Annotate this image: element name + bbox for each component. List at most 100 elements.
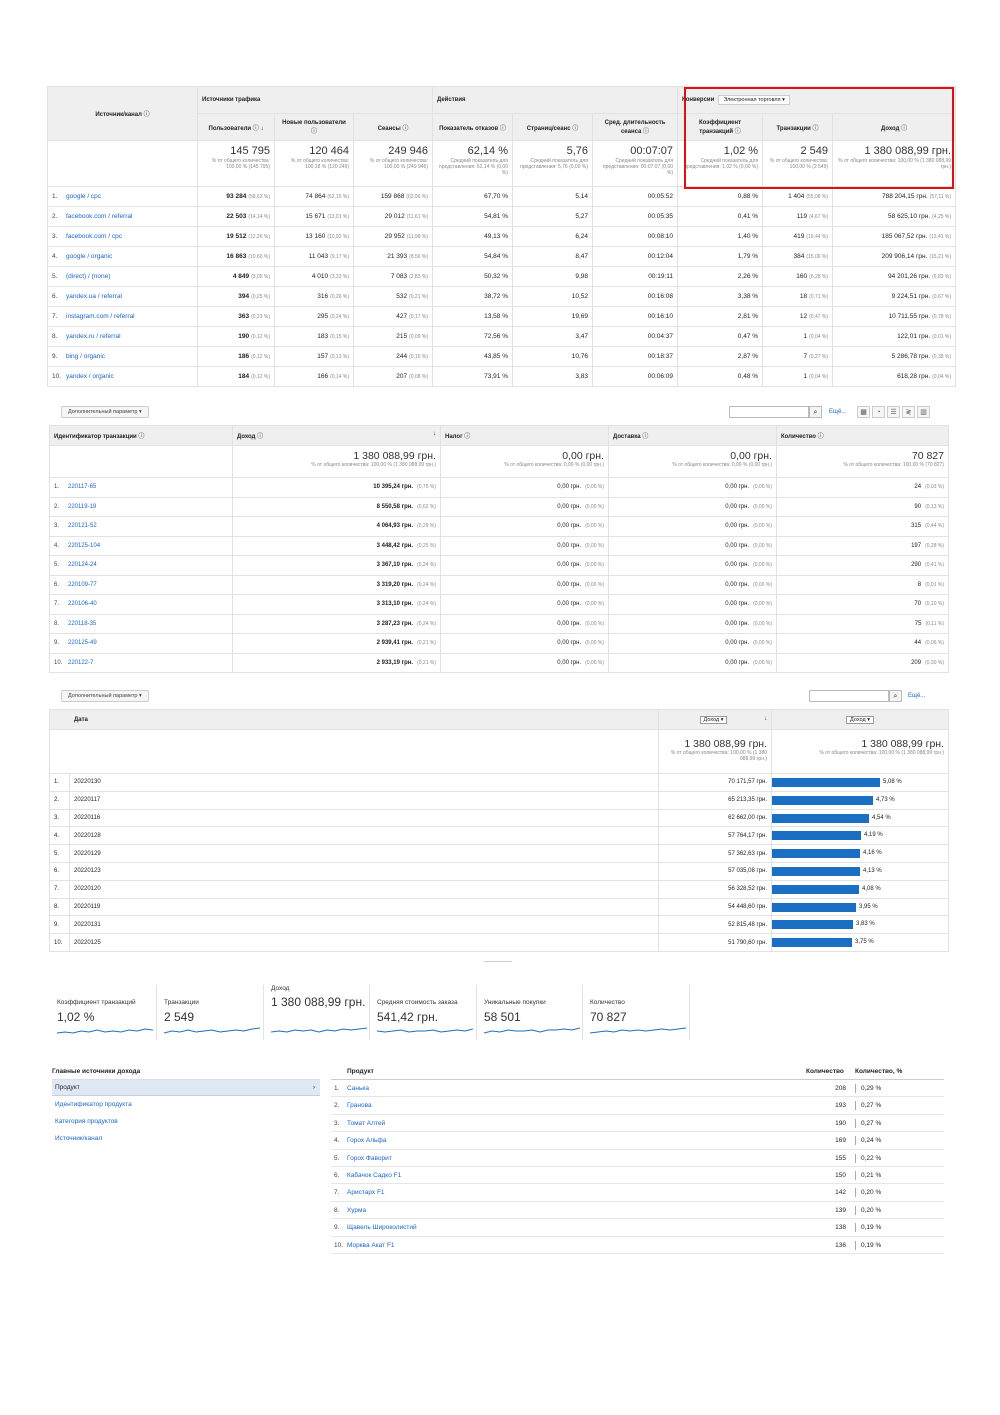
revenue-bar [772, 902, 857, 912]
search-icon[interactable]: ⌕ [809, 406, 822, 418]
col-conv-rate[interactable]: Коэффициент транзакций ⓘ [677, 113, 764, 141]
more-link[interactable]: Ещё... [829, 409, 847, 415]
pie-view-icon[interactable]: ◔ [872, 406, 885, 418]
col-quantity[interactable]: Количество [806, 1068, 844, 1075]
transaction-link[interactable]: 220124-24 [68, 562, 97, 569]
cell-value: 0,00 грн. [725, 659, 750, 666]
kpi-card[interactable]: Уникальные покупки 58 501 [484, 985, 583, 1040]
col-transactions[interactable]: Транзакции ⓘ [762, 113, 834, 141]
more-link[interactable]: Ещё... [908, 693, 926, 699]
search-input[interactable] [809, 690, 889, 702]
sources-item-product[interactable]: Продукт › [52, 1080, 320, 1096]
col-revenue[interactable]: Доход ⓘ [832, 113, 957, 141]
conversion-select[interactable]: Электронная торговля ▾ [718, 95, 790, 105]
cell-value: 0,00 грн. [725, 484, 750, 491]
pivot-view-icon[interactable]: ▥ [917, 406, 930, 418]
col-new-users[interactable]: Новые пользователи ⓘ [274, 113, 354, 141]
cell-pct: (0,08 %) [409, 374, 428, 380]
table-row: 7. 220106-40 3 313,10 грн. (0,24 %) 0,00 грн… [49, 594, 949, 615]
cell-value: 70 [914, 601, 922, 608]
product-link[interactable]: Горох Фаворит [347, 1154, 392, 1162]
bar-view-icon[interactable]: ☰ [887, 406, 900, 418]
cell-pct: (0,78 %) [932, 314, 952, 320]
transaction-link[interactable]: 220125-104 [68, 542, 101, 549]
sources-item-category[interactable]: Категория продуктов [55, 1118, 118, 1125]
kpi-label: Доход [271, 985, 290, 992]
transaction-link[interactable]: 220118-35 [68, 620, 97, 627]
col-date[interactable]: Дата [48, 709, 660, 730]
table-row: 6. yandex.ua / referral 394 (0,25 %) 316 (0,2… [47, 286, 957, 307]
kpi-card[interactable]: Доход 1 380 088,99 грн. [271, 985, 370, 1040]
kpi-card[interactable]: Коэффициент транзакций 1,02 % [57, 985, 157, 1040]
source-link[interactable]: yandex.ru / referral [66, 333, 121, 340]
transaction-link[interactable]: 220106-40 [68, 601, 97, 608]
product-link[interactable]: Аристарх F1 [347, 1189, 385, 1197]
transaction-link[interactable]: 220125-49 [68, 640, 97, 647]
source-link[interactable]: facebook.com / cpc [66, 233, 122, 240]
cell-value: 00:08:10 [647, 233, 674, 240]
col-duration[interactable]: Сред. длительность сеанса ⓘ [591, 113, 679, 141]
cell-value: 43,85 % [484, 353, 508, 360]
cell-value: 190 [238, 333, 250, 340]
row-index: 8. [52, 333, 58, 340]
product-link[interactable]: Горох Альфа [347, 1137, 387, 1145]
metric-select-1[interactable]: Доход ▾ ↓ [658, 709, 773, 730]
secondary-dimension-button[interactable]: Дополнительный параметр ▾ [61, 690, 149, 702]
transaction-link[interactable]: 220117-65 [68, 484, 97, 491]
kpi-card[interactable]: Количество 70 827 [590, 985, 690, 1040]
kpi-card[interactable]: Средняя стоимость заказа 541,42 грн. [377, 985, 477, 1040]
col-revenue[interactable]: Доход ⓘ ↓ [232, 425, 441, 446]
row-index: 1. [52, 193, 58, 200]
transaction-link[interactable]: 220119-19 [68, 503, 97, 510]
col-source-header[interactable]: Источник/канал ⓘ [47, 86, 198, 141]
source-link[interactable]: yandex / organic [66, 373, 114, 380]
product-link[interactable]: Щавель Широколистий [347, 1224, 417, 1232]
col-product[interactable]: Продукт [347, 1068, 374, 1075]
col-sessions[interactable]: Сеансы ⓘ [353, 113, 433, 141]
col-tax[interactable]: Налог ⓘ [440, 425, 609, 446]
col-shipping[interactable]: Доставка ⓘ [608, 425, 777, 446]
transaction-link[interactable]: 220109-77 [68, 581, 97, 588]
kpi-sparkline [271, 1027, 367, 1033]
transaction-link[interactable]: 220122-7 [68, 659, 94, 666]
product-link[interactable]: Санька [347, 1085, 369, 1092]
metric-select-2[interactable]: Доход ▾ [771, 709, 950, 730]
cell-pct: (0,00 %) [585, 581, 604, 588]
search-input[interactable] [729, 406, 809, 418]
source-link[interactable]: instagram.com / referral [66, 313, 135, 320]
kpi-card[interactable]: Транзакции 2 549 [164, 985, 264, 1040]
search-icon[interactable]: ⌕ [889, 690, 902, 702]
cell-pct: (0,00 %) [753, 503, 772, 510]
cell-value: 0,00 грн. [725, 523, 750, 530]
product-pct: 0,22 % [861, 1154, 882, 1162]
cell-pct: (11,61 %) [406, 214, 428, 220]
list-item: 10. Морква Акат F1 136 0,19 % [331, 1237, 944, 1254]
secondary-dimension-button[interactable]: Дополнительный параметр ▾ [61, 406, 149, 418]
source-link[interactable]: yandex.ua / referral [66, 293, 123, 300]
source-link[interactable]: google / organic [66, 253, 113, 260]
transaction-link[interactable]: 220121-52 [68, 523, 97, 530]
sources-item-product-id[interactable]: Идентификатор продукта [55, 1101, 132, 1108]
col-quantity[interactable]: Количество ⓘ [776, 425, 949, 446]
compare-view-icon[interactable]: ≷ [902, 406, 915, 418]
cell-pct: (0,04 %) [932, 374, 952, 380]
sources-item-source[interactable]: Источник/канал [55, 1135, 103, 1142]
product-pct: 0,27 % [861, 1119, 882, 1127]
col-quantity-pct[interactable]: Количество, % [855, 1068, 903, 1075]
product-link[interactable]: Хурма [347, 1206, 367, 1214]
table-view-icon[interactable]: ▦ [857, 406, 870, 418]
product-link[interactable]: Морква Акат F1 [347, 1241, 395, 1249]
product-link[interactable]: Кабачок Садко F1 [347, 1171, 402, 1179]
product-link[interactable]: Гранова [347, 1102, 372, 1110]
source-link[interactable]: facebook.com / referral [66, 213, 133, 220]
source-link[interactable]: google / cpc [66, 193, 102, 200]
col-pages[interactable]: Страниц/сеанс ⓘ [512, 113, 593, 141]
cell-value: 90 [914, 503, 922, 510]
source-link[interactable]: bing / organic [66, 353, 106, 360]
col-transaction-id[interactable]: Идентификатор транзакции ⓘ [49, 425, 233, 446]
col-bounce[interactable]: Показатель отказов ⓘ [432, 113, 513, 141]
product-link[interactable]: Томат Алтей [347, 1119, 386, 1127]
cell-value: 207 [396, 373, 408, 380]
source-link[interactable]: (direct) / (none) [66, 273, 111, 280]
col-users[interactable]: Пользователи ⓘ ↓ [197, 113, 275, 141]
